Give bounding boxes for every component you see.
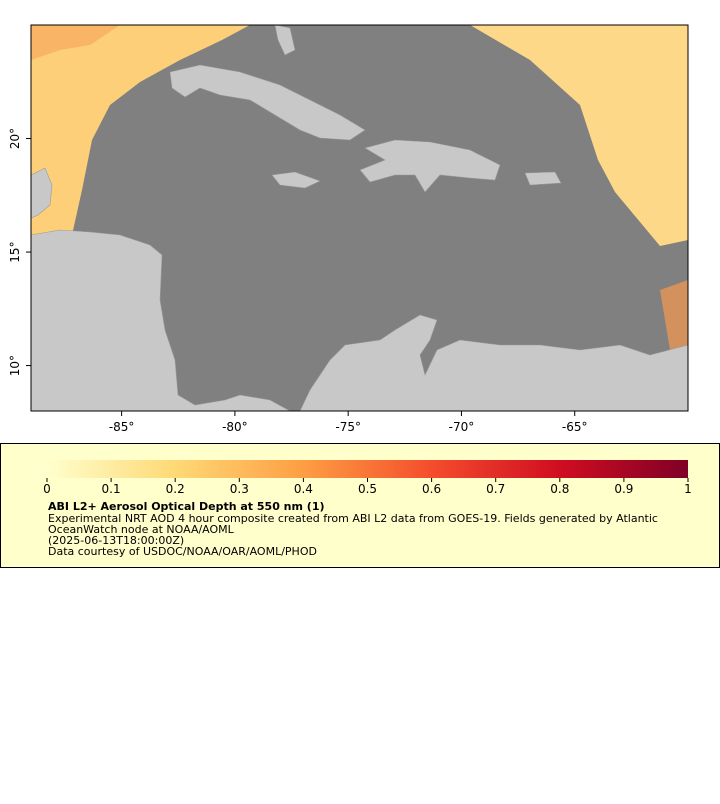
legend-line: (2025-06-13T18:00:00Z) (48, 534, 184, 547)
cuba (169, 64, 366, 141)
x-tick-label: -80° (222, 420, 248, 434)
x-tick-label: -85° (109, 420, 135, 434)
aerosol-region (470, 25, 688, 246)
hispaniola (359, 139, 501, 193)
y-tick-label: 10° (8, 355, 22, 376)
colorbar-tick-label: 0.1 (102, 482, 121, 496)
legend-line: Experimental NRT AOD 4 hour composite cr… (48, 512, 658, 525)
legend-title: ABI L2+ Aerosol Optical Depth at 550 nm … (48, 500, 325, 513)
aerosol-region (660, 280, 688, 360)
map-area (30, 24, 689, 412)
colorbar-tick-label: 0.4 (294, 482, 313, 496)
x-tick-label: -65° (562, 420, 588, 434)
colorbar-tick-label: 0.9 (614, 482, 633, 496)
colorbar-tick-label: 0.6 (422, 482, 441, 496)
colorbar-tick-label: 1 (684, 482, 692, 496)
y-tick-label: 20° (8, 128, 22, 149)
legend-line: Data courtesy of USDOC/NOAA/OAR/AOML/PHO… (48, 545, 317, 558)
colorbar-tick-label: 0 (43, 482, 51, 496)
central-america (30, 229, 291, 412)
colorbar-tick-label: 0.3 (230, 482, 249, 496)
y-tick-label: 15° (8, 241, 22, 262)
south-america (299, 314, 689, 412)
legend-line: OceanWatch node at NOAA/AOML (48, 523, 235, 536)
x-tick-label: -75° (335, 420, 361, 434)
map-frame (30, 24, 689, 412)
colorbar-tick-label: 0.8 (550, 482, 569, 496)
aerosol-region (31, 25, 250, 238)
colorbar-tick-label: 0.7 (486, 482, 505, 496)
colorbar-tick-label: 0.2 (166, 482, 185, 496)
bahamas (274, 24, 296, 56)
jamaica (271, 171, 321, 189)
colorbar (47, 460, 688, 478)
x-tick-label: -70° (449, 420, 475, 434)
puerto-rico (524, 171, 562, 186)
colorbar-tick-label: 0.5 (358, 482, 377, 496)
aerosol-region (31, 25, 120, 60)
